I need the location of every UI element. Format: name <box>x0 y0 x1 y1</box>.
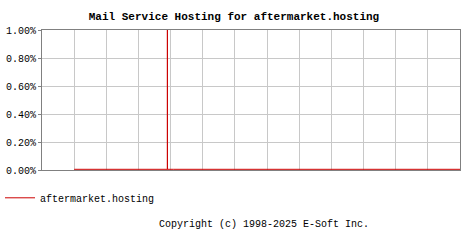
svg-text:Copyright (c) 1998-2025 E-Soft: Copyright (c) 1998-2025 E-Soft Inc. <box>159 219 369 230</box>
svg-text:Mail Service Hosting for after: Mail Service Hosting for aftermarket.hos… <box>89 11 379 23</box>
svg-text:1.00%: 1.00% <box>6 26 36 37</box>
svg-text:0.00%: 0.00% <box>6 166 36 177</box>
svg-text:0.40%: 0.40% <box>6 110 36 121</box>
svg-text:0.80%: 0.80% <box>6 54 36 65</box>
svg-text:0.60%: 0.60% <box>6 82 36 93</box>
svg-text:aftermarket.hosting: aftermarket.hosting <box>40 194 154 205</box>
svg-text:0.20%: 0.20% <box>6 138 36 149</box>
